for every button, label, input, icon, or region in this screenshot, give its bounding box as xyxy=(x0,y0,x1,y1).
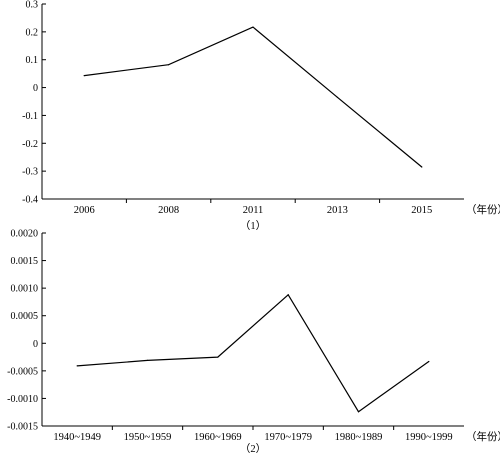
y-tick-label: -0.2 xyxy=(22,139,38,150)
x-tick-label: 2013 xyxy=(327,205,348,216)
y-tick-label: 0.0005 xyxy=(11,311,39,322)
x-tick-label: 1940~1949 xyxy=(53,432,101,443)
x-tick-label: 2011 xyxy=(243,205,264,216)
x-axis-unit-label: （年份） xyxy=(466,430,500,443)
series-line xyxy=(84,26,423,168)
y-tick-label: -0.0010 xyxy=(7,394,38,405)
chart-1: 0.3 0.2 0.1 0 -0.1 -0.2 -0.3 -0.4 2006 2008 2011 20… xyxy=(22,0,500,232)
data-point xyxy=(146,359,149,361)
x-tick-label: 1950~1959 xyxy=(124,432,172,443)
x-axis-unit-label: （年份） xyxy=(466,203,500,216)
data-point xyxy=(76,365,78,367)
data-point xyxy=(168,64,170,66)
y-tick-label: -0.4 xyxy=(22,195,38,206)
y-tick-label: 0.0015 xyxy=(11,256,39,267)
y-tick-label: 0.2 xyxy=(26,27,39,38)
y-tick-label: -0.0005 xyxy=(7,366,38,377)
x-tick-label: 2006 xyxy=(74,205,95,216)
y-tick-label: -0.0015 xyxy=(7,422,38,433)
x-tick-label: 2008 xyxy=(158,205,179,216)
y-tick-label: 0 xyxy=(33,83,38,94)
y-tick-label: 0 xyxy=(33,339,38,350)
y-tick-label: 0.3 xyxy=(26,0,39,11)
x-tick-label: 1960~1969 xyxy=(194,432,242,443)
y-tick-label: 0.0020 xyxy=(11,229,39,240)
data-point xyxy=(428,360,430,363)
y-tick-label: 0.1 xyxy=(26,55,39,66)
chart-2: 0.0020 0.0015 0.0010 0.0005 0 -0.0005 -0.0010 -… xyxy=(7,229,500,456)
x-tick-label: 2015 xyxy=(411,205,432,216)
y-tick-label: 0.0010 xyxy=(11,284,39,295)
data-point xyxy=(217,356,219,358)
data-point xyxy=(336,96,338,98)
y-tick-label: -0.3 xyxy=(22,167,38,178)
x-tick-label: 1970~1979 xyxy=(264,432,312,443)
data-point xyxy=(421,166,423,168)
x-tick-label: 1980~1989 xyxy=(335,432,383,443)
chart-caption: （2） xyxy=(240,443,266,455)
data-point xyxy=(357,411,360,413)
series-line xyxy=(77,293,430,413)
chart-caption: （1） xyxy=(240,220,266,232)
data-point xyxy=(287,294,289,296)
y-tick-label: -0.1 xyxy=(22,111,38,122)
x-tick-label: 1990~1999 xyxy=(405,432,453,443)
data-point xyxy=(83,74,85,77)
data-point xyxy=(252,26,254,28)
